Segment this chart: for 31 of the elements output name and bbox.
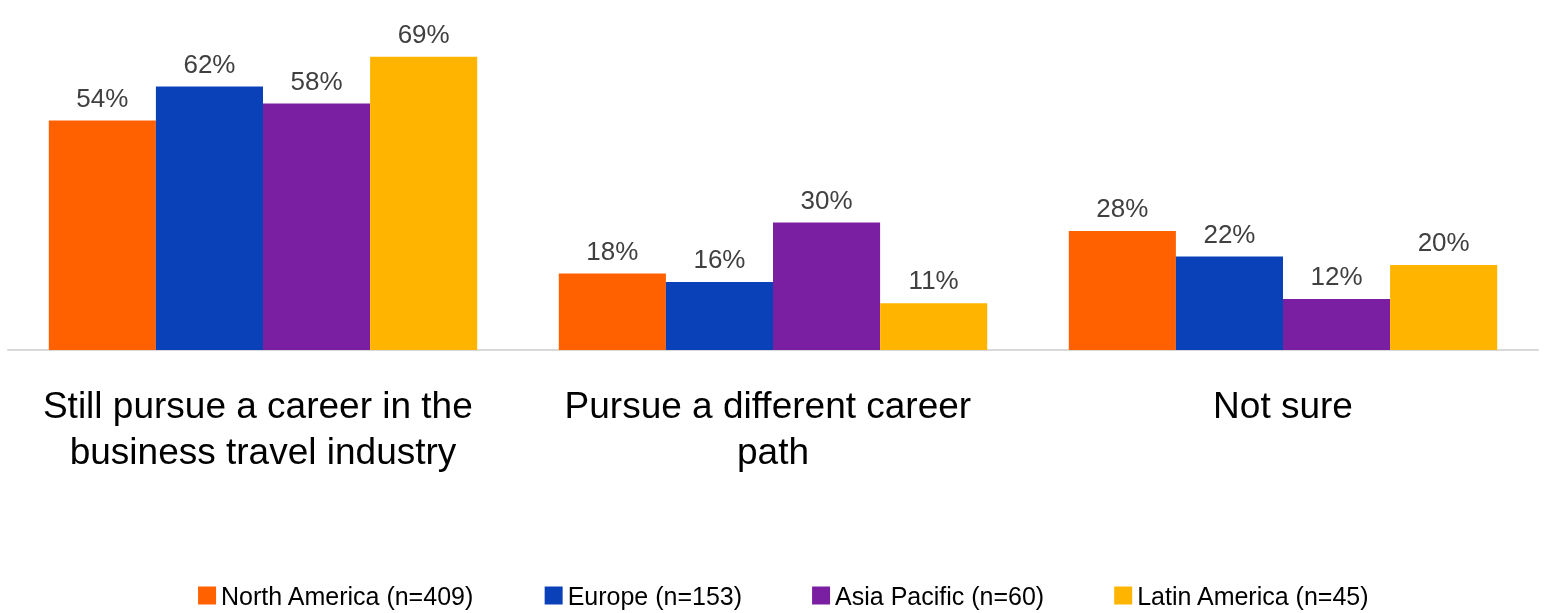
data-label: 11% <box>908 265 959 296</box>
bar <box>880 303 988 350</box>
bar <box>773 222 881 350</box>
bar <box>1390 265 1498 350</box>
data-label: 62% <box>183 48 236 79</box>
x-tick-label: Still pursue a career in the business travel industry <box>42 384 484 472</box>
x-tick-label: Pursue a different career path <box>564 384 982 472</box>
bar <box>263 103 371 350</box>
data-label: 20% <box>1417 227 1470 257</box>
bar <box>1175 256 1283 350</box>
bar <box>370 56 478 350</box>
data-label: 54% <box>76 82 129 113</box>
bar <box>1283 299 1391 350</box>
legend-label: North America (n=409) <box>221 581 474 610</box>
bar <box>558 273 666 350</box>
bar <box>155 86 263 350</box>
data-label: 22% <box>1203 218 1256 249</box>
legend-label: Latin America (n=45) <box>1137 581 1369 610</box>
legend-label: Asia Pacific (n=60) <box>835 581 1045 610</box>
data-label: 30% <box>800 184 853 215</box>
data-label: 12% <box>1310 261 1363 291</box>
bar <box>665 282 773 350</box>
legend-label: Europe (n=153) <box>567 581 743 610</box>
data-label: 28% <box>1096 193 1149 223</box>
bar <box>1068 231 1176 350</box>
data-label: 69% <box>397 18 450 49</box>
x-tick-label: Not sure <box>1213 384 1353 426</box>
data-label: 16% <box>693 244 746 274</box>
bar <box>48 120 156 350</box>
data-label: 18% <box>586 235 639 266</box>
data-label: 58% <box>290 65 343 96</box>
